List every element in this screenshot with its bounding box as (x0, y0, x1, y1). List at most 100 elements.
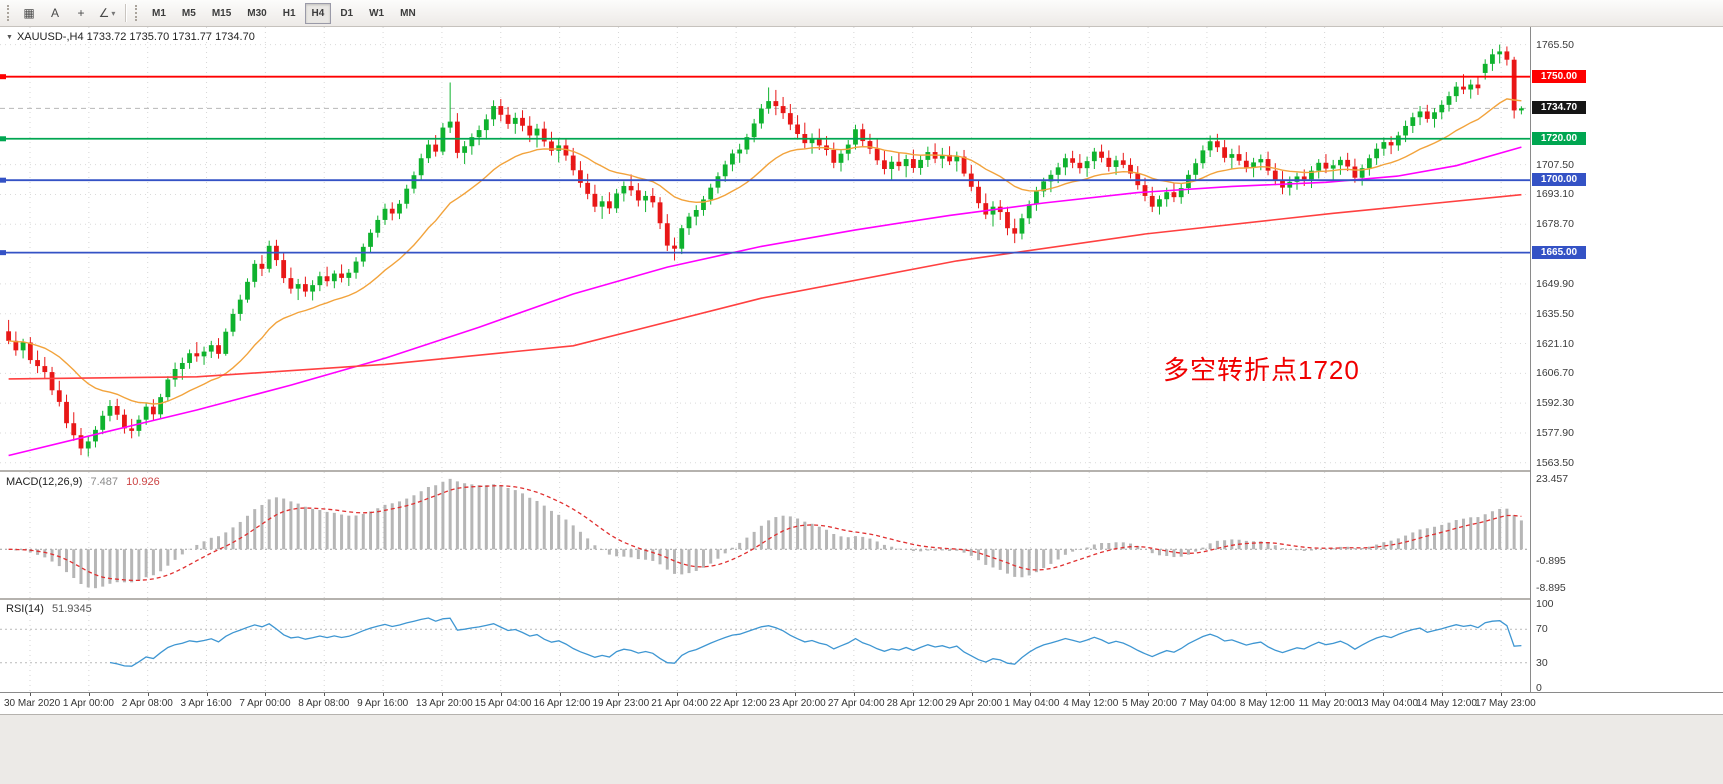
time-tick (441, 693, 443, 696)
time-tick (383, 693, 385, 696)
level-anchor-1720.00 (0, 136, 6, 142)
price-axis-label: 1765.50 (1536, 38, 1574, 51)
time-tick (265, 693, 267, 696)
time-label: 13 Apr 20:00 (415, 698, 473, 709)
price-badge-1720.00: 1720.00 (1532, 131, 1586, 145)
bottom-strip (0, 714, 1723, 784)
price-axis-label: 1592.30 (1536, 397, 1574, 410)
macd-value-main: 7.487 (90, 476, 119, 488)
price-axis-label: 1606.70 (1536, 367, 1574, 380)
time-axis[interactable]: 30 Mar 2020 1 Apr 00:00 2 Apr 08:00 3 Apr 1… (0, 692, 1723, 714)
rsi-label: RSI(14) 51.9345 (6, 603, 92, 615)
time-tick (1324, 693, 1326, 696)
price-axis[interactable]: 1765.50 1707.50 1693.10 1678.70 1649.90 1635.… (1530, 27, 1723, 694)
time-label: 8 Apr 08:00 (298, 698, 350, 709)
time-tick (1148, 693, 1150, 696)
time-tick (30, 693, 31, 696)
timeframe-m1[interactable]: M1 (152, 7, 166, 19)
current-price-badge: 1734.70 (1532, 101, 1586, 115)
time-label: 16 Apr 12:00 (533, 698, 591, 709)
rsi-value: 51.9345 (51, 603, 92, 615)
time-label: 5 May 20:00 (1122, 698, 1178, 709)
panel-separator-rsi[interactable] (0, 598, 1723, 600)
collapse-icon[interactable]: ▼ (6, 33, 13, 41)
price-axis-label: 1563.50 (1536, 456, 1574, 469)
timeframe-m5[interactable]: M5 (181, 7, 196, 19)
time-label: 9 Apr 16:00 (357, 698, 409, 709)
price-axis-label: 1707.50 (1536, 158, 1574, 171)
macd-name: MACD(12,26,9) (6, 476, 83, 488)
time-label: 17 May 23:00 (1475, 698, 1536, 709)
level-anchor-1665.00 (0, 250, 6, 256)
price-axis-label: 1649.90 (1536, 277, 1574, 290)
time-tick (559, 693, 561, 696)
panel-separator-macd[interactable] (0, 470, 1723, 472)
price-axis-label: 1621.10 (1536, 337, 1574, 350)
rsi-panel-canvas[interactable] (0, 600, 1530, 692)
timeframe-w1[interactable]: W1 (369, 7, 385, 19)
chart-window-tool-icon[interactable]: ▦ (23, 6, 35, 20)
timeframe-h1[interactable]: H1 (282, 7, 296, 19)
shapes-tool-icon[interactable]: ∠ ▾ (98, 6, 116, 20)
time-tick (677, 693, 679, 696)
time-tick (795, 693, 796, 696)
toolbar-separator (125, 4, 126, 22)
chart-title: ▼ XAUUSD-,H4 1733.72 1735.70 1731.77 173… (6, 31, 255, 43)
time-label: 22 Apr 12:00 (710, 698, 767, 709)
text-label-tool-icon[interactable]: A (50, 6, 59, 20)
time-tick (206, 693, 208, 696)
time-tick (1501, 693, 1503, 696)
chevron-down-icon: ▾ (111, 8, 116, 18)
tool-group: ▦ A + ∠ ▾ (16, 2, 120, 24)
macd-value-signal: 10.926 (126, 476, 160, 488)
rsi-axis-label: 70 (1536, 623, 1548, 636)
chart-annotation[interactable]: 多空转折点1720 (1163, 355, 1360, 385)
time-label: 15 Apr 04:00 (474, 698, 532, 709)
time-label: 23 Apr 20:00 (769, 698, 826, 709)
time-label: 29 Apr 20:00 (945, 698, 1003, 709)
timeframe-m30[interactable]: M30 (247, 7, 267, 19)
macd-panel-canvas[interactable] (0, 472, 1530, 598)
time-label: 19 Apr 23:00 (592, 698, 650, 709)
timeframe-mn[interactable]: MN (400, 7, 416, 19)
time-label: 4 May 12:00 (1063, 698, 1119, 709)
rsi-axis-label: 0 (1536, 682, 1542, 694)
time-tick (88, 693, 90, 696)
toolbar-grip[interactable] (7, 5, 12, 21)
timeframe-d1[interactable]: D1 (340, 7, 354, 19)
time-label: 2 Apr 08:00 (121, 698, 173, 709)
price-axis-label: 1693.10 (1536, 188, 1574, 201)
ma-slow-line (8, 193, 1522, 380)
timeframe-h4[interactable]: H4 (304, 2, 332, 24)
time-label: 1 Apr 00:00 (62, 698, 114, 709)
time-label: 3 Apr 16:00 (180, 698, 232, 709)
time-label: 14 May 12:00 (1416, 698, 1477, 709)
time-tick (1089, 693, 1091, 696)
time-label: 8 May 12:00 (1239, 698, 1295, 709)
ma-fast-line (8, 98, 1522, 405)
level-anchor-1750.00 (0, 74, 6, 80)
toolbar: ▦ A + ∠ ▾ M1 M5 M15 M30 H1 H4 D1 W1 MN (0, 0, 1723, 27)
crosshair-tool-icon[interactable]: + (77, 6, 85, 20)
level-anchor-1700.00 (0, 177, 6, 183)
time-tick (736, 693, 738, 696)
time-tick (147, 693, 149, 696)
time-tick (971, 693, 973, 696)
timeframe-m15[interactable]: M15 (211, 7, 232, 19)
toolbar-grip-2[interactable] (135, 5, 140, 21)
price-badge-1750.00: 1750.00 (1532, 69, 1586, 83)
price-axis-label: 1577.90 (1536, 426, 1574, 439)
chart-title-text: XAUUSD-,H4 1733.72 1735.70 1731.77 1734.… (16, 31, 255, 43)
macd-signal-line (8, 485, 1522, 582)
time-tick (912, 693, 914, 696)
rsi-axis-label: 30 (1536, 656, 1548, 669)
time-tick (1030, 693, 1032, 696)
time-label: 1 May 04:00 (1004, 698, 1060, 709)
macd-axis-label: 23.457 (1536, 472, 1569, 485)
price-chart-canvas[interactable] (0, 27, 1530, 470)
time-tick (1383, 693, 1385, 696)
time-tick (1206, 693, 1208, 696)
price-badge-1665.00: 1665.00 (1532, 245, 1586, 259)
timeframe-group: M1 M5 M15 M30 H1 H4 D1 W1 MN (144, 2, 424, 24)
